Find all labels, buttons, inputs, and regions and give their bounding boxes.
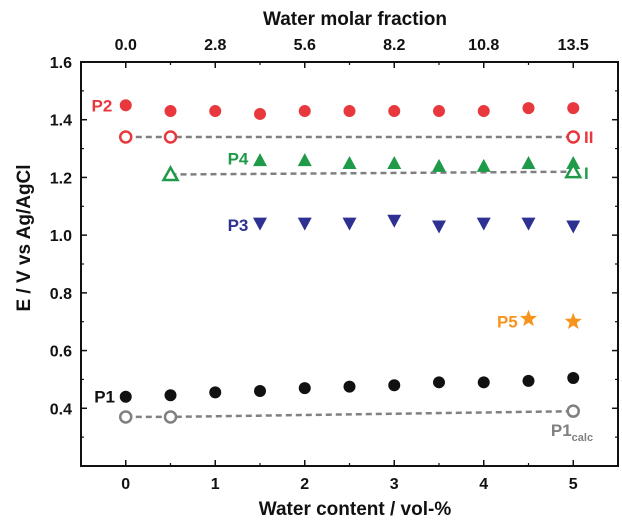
x-tick-label: 0 <box>121 476 130 493</box>
top-tick-label: 5.6 <box>294 37 316 54</box>
series-p3-point <box>387 214 402 228</box>
series-p1-point <box>522 374 535 387</box>
series-p1-point <box>477 376 490 389</box>
series-p1-point <box>119 390 132 403</box>
y-tick-label: 1.0 <box>50 228 72 245</box>
top-tick-label: 2.8 <box>204 37 226 54</box>
annotation-label: P4 <box>228 150 249 169</box>
series-p1calc-point <box>119 410 133 424</box>
series-p2-point <box>164 105 177 118</box>
y-tick-label: 0.6 <box>50 344 72 361</box>
series-p2-point <box>119 99 132 112</box>
series-p1calc-line <box>125 409 574 419</box>
annotation-text: P1 <box>94 388 115 407</box>
series-p4-point <box>432 158 446 172</box>
series-p2-point <box>477 105 490 118</box>
dashed-lines-layer <box>125 135 574 419</box>
series-p2-point <box>254 107 266 120</box>
x-tick-label: 3 <box>390 476 399 493</box>
x-axis-title: Water content / vol-% <box>259 499 452 520</box>
annotation-label: I <box>584 164 589 183</box>
series-p2-point <box>343 105 356 118</box>
series-p1calc-point <box>163 410 178 424</box>
y-tick-label: 1.2 <box>50 170 72 187</box>
series-p4-point <box>342 156 357 169</box>
x-tick-label: 5 <box>569 476 578 493</box>
y-tick-label: 0.4 <box>50 401 72 418</box>
series-i-point <box>564 162 583 179</box>
y-tick-label: 0.8 <box>50 286 72 303</box>
annotation-label: P3 <box>228 216 249 235</box>
x-tick-label: 4 <box>479 476 488 493</box>
annotation-text: I <box>584 164 589 183</box>
annotation-text: II <box>584 128 593 147</box>
series-p3-point <box>253 217 267 231</box>
top-tick-label: 13.5 <box>558 37 589 54</box>
series-ii-point <box>119 130 133 144</box>
series-p3-point <box>297 217 312 231</box>
series-p4-point <box>253 153 267 167</box>
series-p2-point <box>567 102 580 115</box>
series-p2-point <box>298 105 311 118</box>
series-p1-point <box>298 382 311 395</box>
series-p1-point <box>433 376 445 389</box>
plot-frame-layer <box>80 61 619 467</box>
annotation-text: P3 <box>228 216 249 235</box>
series-p1calc-point <box>566 404 580 418</box>
x-tick-label: 2 <box>300 476 309 493</box>
series-p2-point <box>388 105 401 118</box>
series-p1-point <box>343 380 356 393</box>
series-ii-point <box>163 130 178 144</box>
series-p4-point <box>476 158 491 172</box>
series-p4-point <box>297 153 312 167</box>
top-tick-label: 8.2 <box>383 37 405 54</box>
y-tick-label: 1.4 <box>50 113 72 130</box>
annotation-label: II <box>584 128 593 147</box>
plot-frame <box>80 61 619 467</box>
annotation-label: P5 <box>497 313 518 332</box>
series-p2-point <box>209 105 222 118</box>
series-i-point <box>161 164 180 182</box>
series-p3-point <box>521 217 536 231</box>
annotation-label: P2 <box>92 96 113 115</box>
series-p3-point <box>432 220 446 234</box>
series-p5-point <box>564 312 582 329</box>
series-p1-point <box>209 386 222 399</box>
y-axis-title: E / V vs Ag/AgCl <box>14 164 35 311</box>
marker-layer <box>119 99 583 424</box>
series-p1-point <box>164 389 177 402</box>
series-p1-point <box>388 379 401 392</box>
text-layer: 0 1 2 3 4 5 0.0 2.8 5.6 8.2 10.8 13.5 0.4 0.6 0.8 1.0 1.… <box>50 37 594 493</box>
series-p4-point <box>521 156 536 169</box>
series-p1-point <box>254 384 266 397</box>
annotation-subscript: calc <box>572 432 593 444</box>
annotation-text: P1 <box>551 421 572 440</box>
x-tick-label: 1 <box>211 476 220 493</box>
series-p3-point <box>342 217 357 231</box>
series-p1-point <box>567 371 580 384</box>
series-i-line <box>170 170 574 176</box>
series-p2-point <box>522 102 535 115</box>
top-axis-title: Water molar fraction <box>263 9 447 30</box>
series-p2-point <box>433 105 445 118</box>
series-p3-point <box>566 220 581 234</box>
series-p5-point <box>519 309 538 327</box>
top-tick-label: 0.0 <box>115 37 137 54</box>
series-ii-point <box>566 130 580 144</box>
y-tick-label: 1.6 <box>50 55 72 72</box>
annotation-text: P2 <box>92 96 113 115</box>
annotation-label: P1 <box>94 388 115 407</box>
annotation-label: P1calc <box>551 421 593 444</box>
top-tick-label: 10.8 <box>468 37 499 54</box>
series-p3-point <box>476 217 491 231</box>
annotation-text: P4 <box>228 150 249 169</box>
annotation-text: P5 <box>497 313 518 332</box>
series-p4-point <box>387 156 402 169</box>
